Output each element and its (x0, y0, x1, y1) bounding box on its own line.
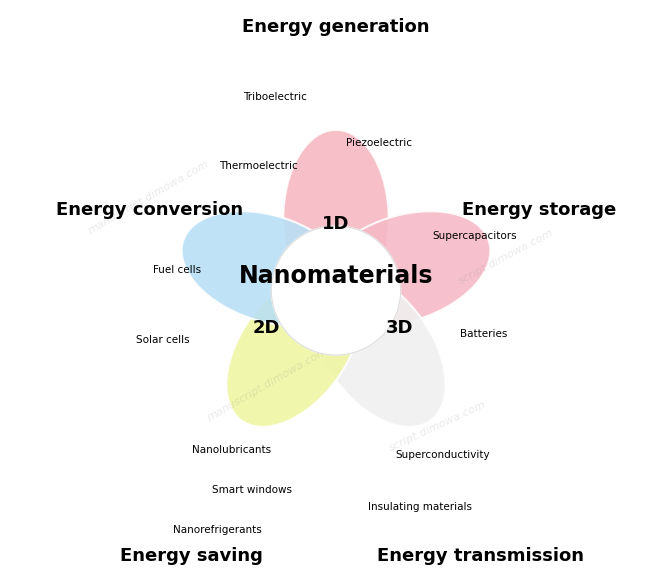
Text: Superconductivity: Superconductivity (396, 450, 491, 460)
Ellipse shape (284, 130, 388, 309)
Ellipse shape (226, 270, 362, 427)
Text: Nanomaterials: Nanomaterials (239, 264, 433, 288)
Text: 3D: 3D (386, 319, 413, 337)
Ellipse shape (181, 211, 355, 326)
Text: Energy transmission: Energy transmission (377, 547, 584, 565)
Circle shape (271, 226, 401, 355)
Text: Energy saving: Energy saving (120, 547, 263, 565)
Text: manuscript.dimowa.com: manuscript.dimowa.com (206, 345, 330, 423)
Text: Supercapacitors: Supercapacitors (433, 231, 517, 241)
Text: Nanolubricants: Nanolubricants (192, 444, 271, 454)
Text: script.dimowa.com: script.dimowa.com (457, 227, 555, 286)
Text: Smart windows: Smart windows (212, 485, 292, 495)
Ellipse shape (310, 270, 446, 427)
Text: Solar cells: Solar cells (136, 335, 190, 345)
Text: 2D: 2D (253, 319, 280, 337)
Text: Insulating materials: Insulating materials (368, 503, 472, 512)
Text: manuscript.dimowa.com: manuscript.dimowa.com (87, 158, 211, 236)
Text: Energy storage: Energy storage (462, 200, 616, 218)
Text: Energy conversion: Energy conversion (56, 200, 243, 218)
Text: 1D: 1D (323, 215, 349, 233)
Text: Nanorefrigerants: Nanorefrigerants (173, 525, 262, 536)
Text: Thermoelectric: Thermoelectric (218, 161, 297, 171)
Text: Piezoelectric: Piezoelectric (346, 138, 413, 148)
Text: script.dimowa.com: script.dimowa.com (388, 400, 488, 453)
Text: Triboelectric: Triboelectric (243, 92, 307, 102)
Text: Energy generation: Energy generation (242, 19, 430, 37)
Ellipse shape (317, 211, 491, 326)
Text: Fuel cells: Fuel cells (153, 266, 201, 275)
Text: Batteries: Batteries (460, 329, 507, 339)
